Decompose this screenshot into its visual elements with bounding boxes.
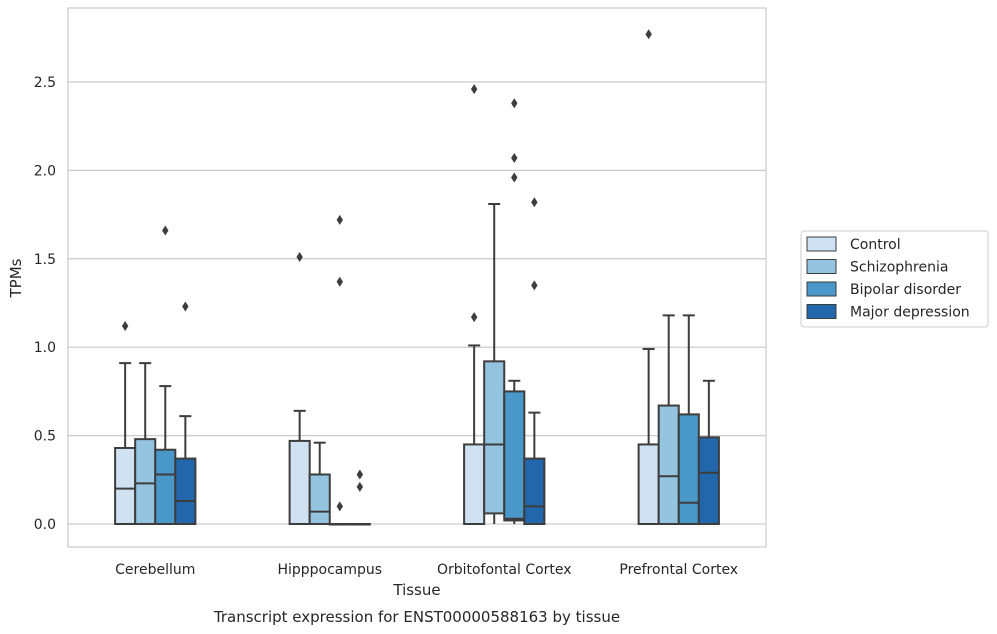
- x-tick-label: Cerebellum: [115, 562, 195, 578]
- outlier-point: [356, 481, 364, 492]
- legend-label: Major depression: [850, 305, 970, 321]
- outlier-point: [356, 469, 364, 480]
- box-group: [523, 197, 546, 526]
- box-rect: [637, 443, 660, 525]
- y-axis-label: TPMs: [7, 258, 25, 298]
- box-rect: [657, 404, 680, 526]
- y-tick-label: 1.0: [34, 340, 56, 356]
- box-group: [348, 469, 371, 526]
- box-group: [114, 320, 137, 526]
- box-group: [697, 379, 720, 526]
- y-tick-label: 0.0: [34, 517, 56, 533]
- box-rect: [483, 360, 506, 515]
- outlier-point: [511, 98, 518, 109]
- box-rect: [154, 448, 177, 525]
- legend-label: Schizophrenia: [850, 260, 948, 276]
- boxes: [114, 29, 720, 526]
- x-tick-label: Prefrontal Cortex: [619, 562, 738, 578]
- outlier-point: [121, 320, 129, 331]
- outlier-point: [511, 153, 518, 164]
- box-rect: [134, 438, 157, 525]
- box-rect: [308, 473, 331, 526]
- outlier-point: [296, 252, 303, 263]
- y-tick-labels: 0.0 0.5 1.0 1.5 2.0 2.5: [34, 75, 56, 533]
- box-group: [328, 214, 351, 526]
- box-rect: [288, 439, 311, 525]
- y-tick-label: 2.0: [34, 163, 56, 179]
- box-rect: [677, 413, 700, 525]
- x-tick-label: Orbitofontal Cortex: [437, 562, 572, 578]
- outlier-point: [645, 29, 652, 40]
- legend-swatch: [806, 281, 837, 297]
- box-group: [483, 202, 506, 524]
- x-tick-labels: Cerebellum Hipppocampus Orbitofontal Corte…: [115, 562, 738, 578]
- outlier-point: [470, 84, 478, 95]
- outlier-point: [162, 225, 169, 236]
- box-rect: [503, 390, 526, 522]
- box-group: [308, 441, 331, 526]
- legend-swatch: [806, 304, 837, 319]
- box-group: [637, 29, 660, 525]
- y-tick-label: 0.5: [34, 429, 56, 445]
- outlier-point: [336, 501, 343, 512]
- legend-swatch: [806, 259, 837, 274]
- outlier-point: [182, 301, 189, 312]
- y-tick-label: 2.5: [34, 75, 56, 91]
- outlier-point: [336, 276, 343, 287]
- legend-label: Bipolar disorder: [850, 282, 961, 298]
- x-tick-label: Hipppocampus: [277, 562, 382, 578]
- legend: Control Schizophrenia Bipolar disorder Majo…: [800, 230, 989, 328]
- outlier-point: [470, 312, 478, 323]
- box-rect: [114, 446, 137, 526]
- box-group: [503, 98, 526, 524]
- chart-caption: Transcript expression for ENST0000058816…: [213, 608, 620, 626]
- outlier-point: [511, 172, 518, 183]
- legend-frame: [800, 230, 989, 328]
- y-tick-label: 1.5: [34, 252, 56, 268]
- outlier-point: [531, 197, 538, 208]
- box-group: [134, 362, 157, 525]
- box-rect: [697, 436, 720, 526]
- box-group: [288, 252, 311, 525]
- box-group: [154, 225, 177, 525]
- outlier-point: [531, 280, 538, 291]
- box-rect: [463, 443, 486, 525]
- box-group: [174, 301, 197, 526]
- box-rect: [523, 457, 546, 526]
- box-rect: [174, 457, 197, 526]
- x-axis-label: Tissue: [392, 581, 440, 599]
- legend-swatch: [806, 236, 837, 252]
- box-group: [463, 84, 486, 525]
- plot-frame: [67, 7, 767, 548]
- outlier-point: [336, 214, 343, 225]
- legend-label: Control: [850, 237, 901, 253]
